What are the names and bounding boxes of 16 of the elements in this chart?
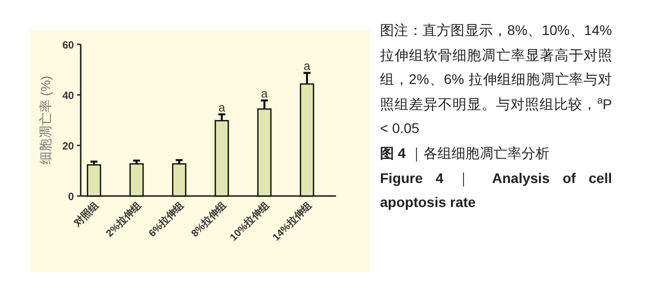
x-tick-label: 8%拉伸组	[189, 200, 229, 240]
annotation: a	[218, 100, 226, 114]
text: 图 4 ｜各组细胞凋亡率分析	[380, 144, 551, 164]
y-tick-label: 60	[62, 39, 74, 52]
y-tick-label: 40	[62, 90, 74, 102]
text: 图注：直方图显示，8%、10%、14% 拉伸组软骨细胞凋亡率显著高于对照组，2%、6% 拉伸组细胞凋亡率与对照组差异不明显。与对照组比较，$^{a}$P < 0.05	[380, 22, 612, 136]
bar	[129, 163, 144, 197]
bar	[172, 163, 186, 197]
annotation: a	[304, 58, 311, 73]
x-tick-label: 6%拉伸组	[146, 200, 186, 240]
bar	[86, 164, 102, 197]
text: Figure 4 ｜ Analysis of cell apoptosis rate	[380, 170, 612, 210]
y-tick-label: 20	[62, 140, 74, 152]
annotation: a	[261, 86, 268, 100]
y-axis-title: 细胞凋亡率 (%)	[38, 76, 53, 165]
x-tick-label: 2%拉伸组	[104, 200, 144, 240]
